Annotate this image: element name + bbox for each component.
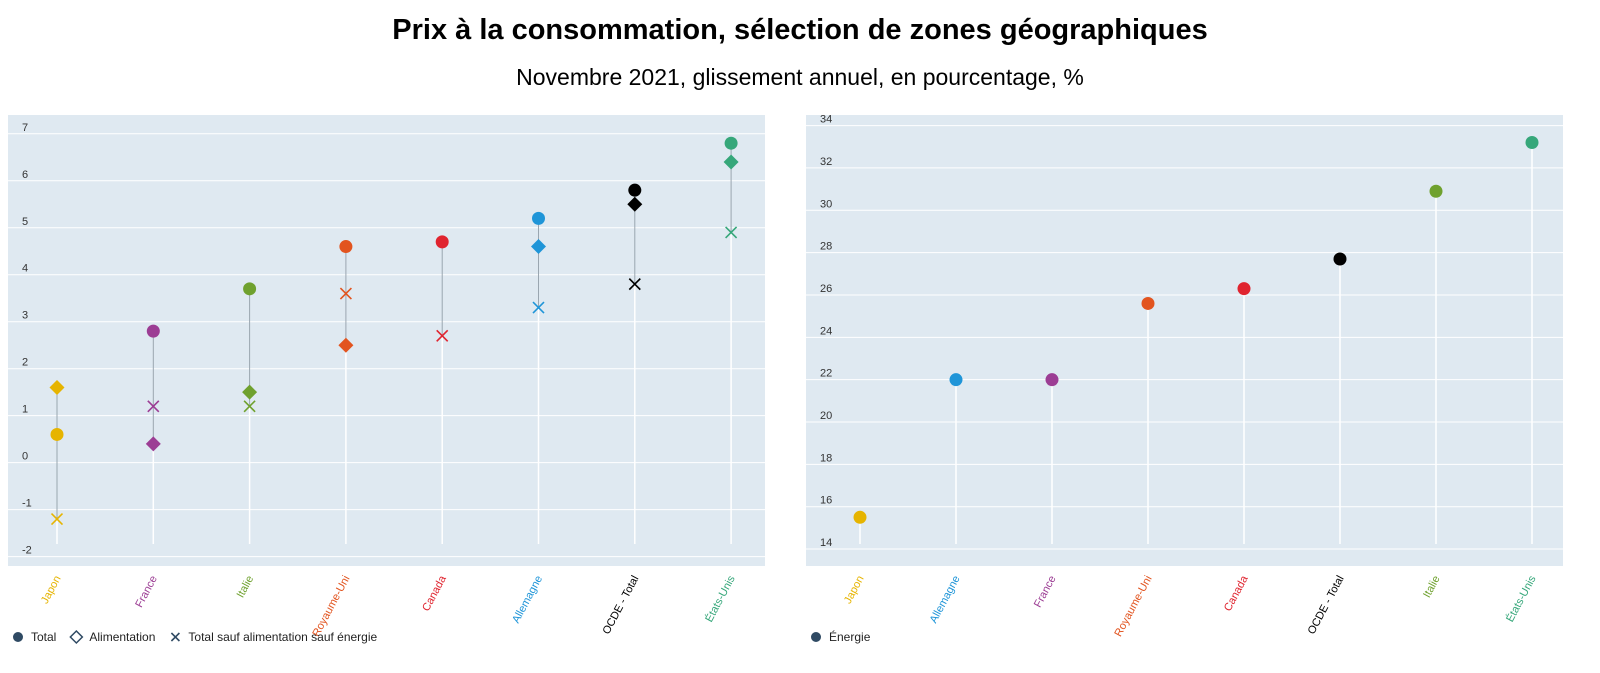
page-title: Prix à la consommation, sélection de zon… [392,14,1208,46]
y-tick-label: 20 [820,410,832,422]
x-tick-label: États-Unis [702,573,738,624]
x-tick-label: Japon [39,574,64,606]
legend-entry: Alimentation [89,630,155,644]
x-tick-label: États-Unis [1503,573,1539,624]
y-tick-label: 22 [820,368,832,380]
y-tick-label: 30 [820,198,832,210]
data-point-diamond-3 [242,384,258,400]
y-tick-label: 5 [22,216,28,228]
data-point-circle-6 [1333,252,1347,266]
data-point-x-2 [147,400,160,413]
x-tick-label: OCDE - Total [601,574,642,637]
legend-entry: Total sauf alimentation sauf énergie [188,630,377,644]
x-tick-label: Allemagne [928,574,963,626]
data-point-circle-6 [532,211,545,225]
legend-marker [13,632,23,642]
x-tick-label: Italie [235,574,257,600]
data-point-circle-5 [1237,282,1251,296]
legend-entry: Total [31,630,56,644]
data-point-diamond-1 [49,379,65,395]
x-tick-label: Allemagne [510,574,545,626]
plot-background [8,115,765,566]
page-subtitle: Novembre 2021, glissement annuel, en pou… [516,64,1084,90]
data-point-circle-7 [628,183,642,197]
data-point-circle-8 [1525,136,1539,150]
y-tick-label: -2 [22,545,32,557]
y-tick-label: 34 [820,114,832,126]
plot-background [806,115,1563,566]
y-tick-label: 2 [22,357,28,369]
data-point-x-5 [436,329,449,342]
legend-marker [69,629,84,645]
data-point-circle-3 [1045,373,1059,387]
x-tick-label: Canada [420,573,449,613]
y-tick-label: 32 [820,156,832,168]
x-tick-label: Royaume-Uni [1112,574,1154,639]
chart-panel-2: 14 16 18 20 22 24 26 28 30 32 34 Japon Allemagne Fran… [806,114,1563,644]
y-tick-label: 14 [820,537,832,549]
data-point-circle-7 [1429,184,1443,198]
data-point-x-1 [50,512,64,526]
y-tick-label: 26 [820,283,832,295]
y-tick-label: 3 [22,310,28,322]
data-point-circle-8 [724,136,738,150]
data-point-circle-3 [243,282,257,296]
data-point-diamond-4 [338,337,354,353]
data-point-diamond-7 [627,196,643,212]
data-point-x-3 [243,400,256,413]
y-tick-label: 18 [820,452,832,464]
data-point-diamond-8 [723,154,739,170]
x-tick-label: OCDE - Total [1306,574,1347,637]
y-tick-label: -1 [22,498,32,510]
data-point-circle-2 [146,324,160,338]
data-point-circle-1 [853,510,867,524]
legend-marker [170,632,180,642]
data-point-x-7 [628,278,641,291]
data-point-x-6 [532,301,545,314]
y-tick-label: 4 [22,263,28,275]
y-tick-label: 7 [22,122,28,134]
x-tick-label: France [1032,574,1059,610]
x-tick-label: Italie [1421,574,1443,600]
y-tick-label: 1 [22,404,28,416]
x-tick-label: France [133,574,160,610]
data-point-x-4 [339,287,352,300]
data-point-circle-2 [949,373,963,387]
legend-marker [811,632,821,642]
data-point-diamond-6 [531,239,546,255]
x-tick-label: Canada [1222,573,1251,613]
data-point-circle-5 [435,235,449,249]
data-point-x-8 [725,226,738,239]
data-point-circle-4 [339,240,353,254]
data-point-diamond-2 [145,436,161,452]
y-tick-label: 28 [820,241,832,253]
y-tick-label: 16 [820,495,832,507]
x-tick-label: Japon [842,574,867,606]
y-tick-label: 0 [22,451,28,463]
y-tick-label: 24 [820,325,832,337]
data-point-circle-1 [50,427,64,441]
data-point-circle-4 [1141,296,1155,310]
legend-entry: Énergie [829,629,871,644]
y-tick-label: 6 [22,169,28,181]
